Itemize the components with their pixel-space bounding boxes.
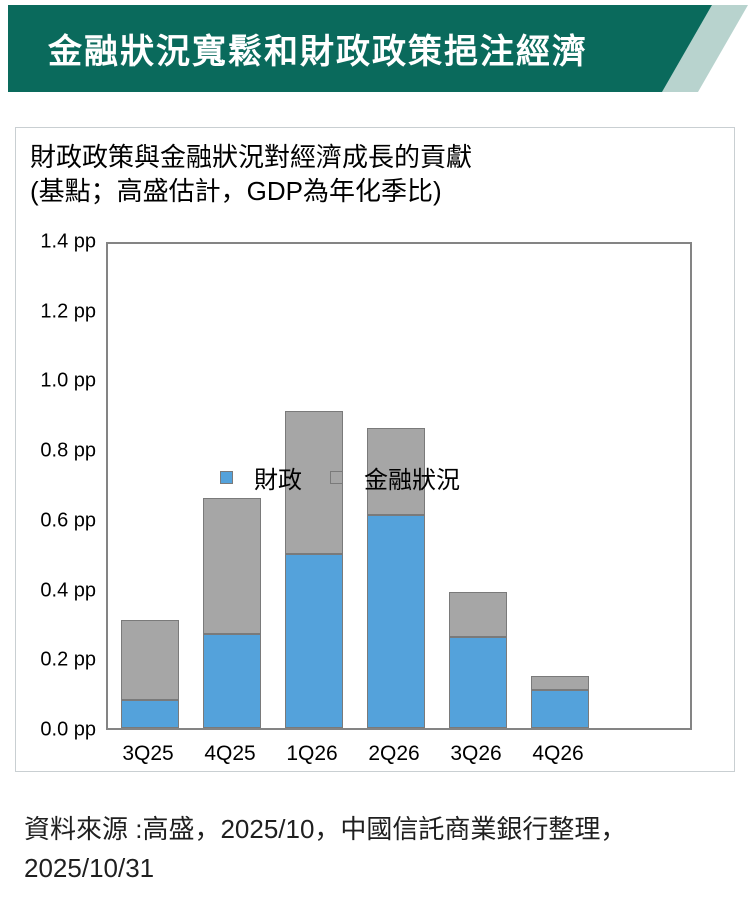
bar-segment-financial-conditions: [449, 592, 507, 638]
y-tick-label: 0.0 pp: [40, 718, 96, 741]
source-note-line1: 資料來源 :高盛，2025/10，中國信託商業銀行整理，: [24, 814, 627, 844]
y-tick-label: 0.8 pp: [40, 439, 96, 462]
bar-segment-fiscal: [449, 637, 507, 728]
y-tick-label: 0.6 pp: [40, 509, 96, 532]
x-tick-label: 1Q26: [286, 742, 338, 765]
source-note: 資料來源 :高盛，2025/10，中國信託商業銀行整理， 2025/10/31: [24, 810, 626, 888]
chart-title: 財政政策與金融狀況對經濟成長的貢獻: [30, 142, 473, 172]
x-tick-label: 2Q26: [368, 742, 420, 765]
y-tick-label: 1.4 pp: [40, 230, 96, 253]
chart-card: 財政政策與金融狀況對經濟成長的貢獻 (基點；高盛估計，GDP為年化季比) 0.0…: [15, 127, 735, 772]
y-tick-label: 0.2 pp: [40, 648, 96, 671]
source-note-line2: 2025/10/31: [24, 853, 155, 883]
bar-segment-financial-conditions: [367, 428, 425, 516]
legend-item-financial-conditions: 金融狀況: [330, 460, 460, 495]
y-tick-label: 1.0 pp: [40, 369, 96, 392]
page-title: 金融狀況寬鬆和財政政策挹注經濟: [48, 33, 588, 71]
bar-segment-fiscal: [121, 700, 179, 728]
x-tick-label: 4Q25: [204, 742, 256, 765]
legend: 財政 金融狀況: [220, 460, 460, 495]
plot-area: 財政 金融狀況: [106, 242, 692, 730]
legend-label-fiscal: 財政: [254, 467, 302, 494]
header-banner: 金融狀況寬鬆和財政政策挹注經濟: [8, 5, 748, 92]
bar-segment-financial-conditions: [531, 675, 589, 690]
bar-segment-fiscal: [531, 689, 589, 728]
bar-segment-fiscal: [367, 515, 425, 728]
bar-segment-fiscal: [285, 553, 343, 728]
bar-segment-financial-conditions: [121, 619, 179, 701]
chart-subtitle: (基點；高盛估計，GDP為年化季比): [30, 176, 442, 206]
legend-item-fiscal: 財政: [220, 460, 302, 495]
legend-swatch-financial-conditions: [330, 471, 343, 484]
x-tick-label: 4Q26: [532, 742, 584, 765]
bar-segment-fiscal: [203, 633, 261, 728]
banner-background: [8, 5, 712, 92]
x-tick-label: 3Q26: [450, 742, 502, 765]
y-tick-label: 1.2 pp: [40, 300, 96, 323]
y-tick-label: 0.4 pp: [40, 579, 96, 602]
legend-label-financial-conditions: 金融狀況: [364, 467, 460, 494]
x-tick-label: 3Q25: [122, 742, 174, 765]
legend-swatch-fiscal: [220, 471, 233, 484]
bar-segment-financial-conditions: [203, 497, 261, 634]
